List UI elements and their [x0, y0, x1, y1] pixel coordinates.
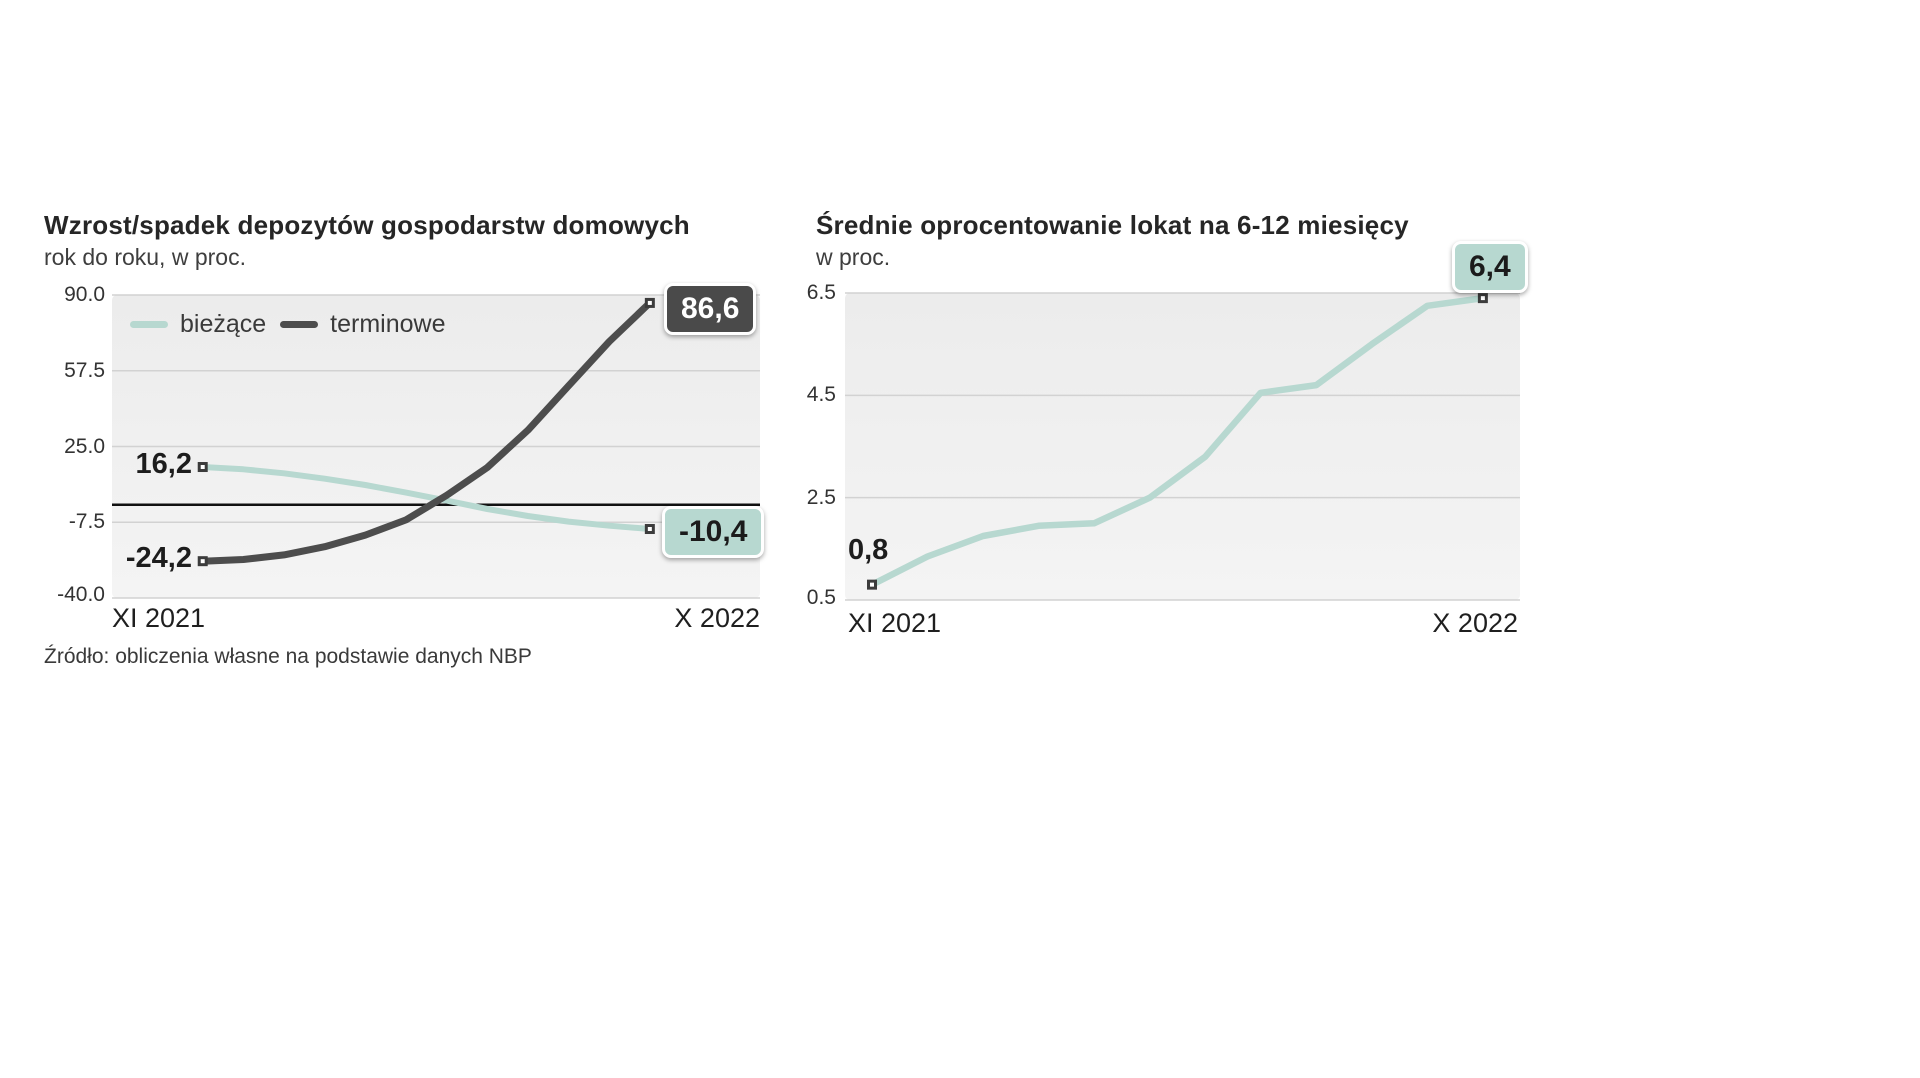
point-marker-center-icon [200, 465, 205, 470]
chart-rates-plot-area [845, 292, 1520, 601]
chart-rates-title: Średnie oprocentowanie lokat na 6-12 mie… [816, 210, 1409, 240]
point-marker-center-icon [200, 559, 205, 564]
series-end-badge-biezace: -10,4 [662, 506, 765, 558]
series-line-terminowe [199, 299, 654, 565]
legend-label: terminowe [330, 310, 446, 338]
series-line-bieżące [199, 464, 653, 532]
ytick-label: -7.5 [68, 510, 105, 533]
xtick-end: X 2022 [1432, 608, 1518, 638]
series-start-value-terminowe: -24,2 [125, 542, 192, 574]
ytick-label: 6.5 [806, 281, 836, 304]
chart-deposits-subtitle: rok do roku, w proc. [44, 244, 246, 270]
chart-deposits-canvas [112, 294, 760, 599]
ytick-label: 25.0 [64, 435, 105, 458]
legend: bieżące terminowe [130, 310, 446, 339]
legend-swatch-dark-icon [280, 321, 319, 328]
chart-deposits-plot-area [112, 294, 760, 599]
series-end-badge-terminowe: 86,6 [664, 283, 757, 335]
series-start-value-biezace: 16,2 [135, 448, 192, 480]
ytick-label: -40.0 [57, 583, 105, 606]
ytick-label: 57.5 [64, 359, 105, 382]
series-start-value-rate: 0,8 [848, 534, 889, 566]
point-marker-center-icon [647, 527, 652, 532]
chart-deposits-title: Wzrost/spadek depozytów gospodarstw domo… [44, 210, 690, 240]
ytick-label: 4.5 [806, 383, 836, 406]
legend-item-biezace: bieżące [130, 310, 266, 339]
ytick-label: 0.5 [806, 586, 836, 609]
chart-rates-subtitle: w proc. [816, 244, 891, 270]
series-end-badge-rate: 6,4 [1452, 241, 1528, 293]
point-marker-center-icon [870, 582, 874, 587]
series-line-oprocentowanie-lokat [868, 294, 1487, 588]
xtick-end: X 2022 [674, 603, 760, 633]
legend-item-terminowe: terminowe [280, 310, 446, 339]
point-marker-center-icon [1480, 296, 1485, 301]
point-marker-center-icon [647, 300, 652, 305]
source-note: Źródło: obliczenia własne na podstawie d… [44, 645, 532, 668]
ytick-label: 2.5 [806, 486, 836, 509]
xtick-start: XI 2021 [848, 608, 942, 638]
ytick-label: 90.0 [64, 283, 105, 306]
chart-rates-canvas [845, 292, 1520, 601]
xtick-start: XI 2021 [112, 603, 206, 633]
legend-label: bieżące [180, 310, 267, 338]
legend-swatch-mint-icon [130, 321, 168, 328]
